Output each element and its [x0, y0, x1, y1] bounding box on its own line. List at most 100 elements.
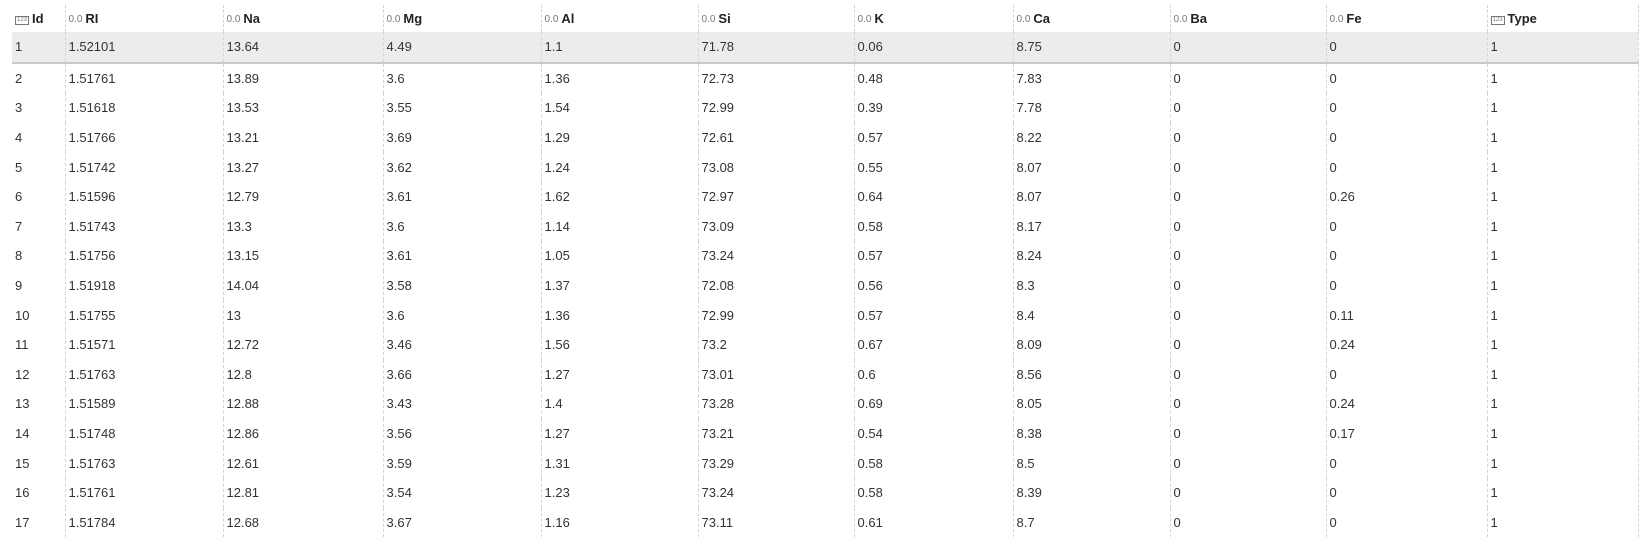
cell-id[interactable]: 10 [12, 300, 66, 330]
cell-id[interactable]: 9 [12, 270, 66, 301]
table-row[interactable]: 6 1.51596 12.79 3.61 1.62 72.97 0.64 8.07 0 0.26 1 [12, 181, 1639, 212]
cell-ri[interactable]: 1.51755 [65, 300, 224, 330]
cell-ba[interactable]: 0 [1170, 152, 1327, 182]
cell-id[interactable]: 13 [12, 389, 66, 419]
cell-mg[interactable]: 3.56 [383, 418, 542, 449]
cell-k[interactable]: 0.48 [854, 62, 1014, 94]
cell-k[interactable]: 0.39 [854, 93, 1014, 123]
cell-mg[interactable]: 3.46 [383, 329, 542, 360]
cell-k[interactable]: 0.69 [854, 389, 1014, 419]
cell-ba[interactable]: 0 [1170, 241, 1327, 271]
cell-mg[interactable]: 3.67 [383, 507, 542, 538]
table-row[interactable]: 14 1.51748 12.86 3.56 1.27 73.21 0.54 8.38 0 0.17… [12, 418, 1639, 449]
cell-fe[interactable]: 0 [1326, 32, 1488, 64]
cell-ri[interactable]: 1.51761 [65, 62, 224, 94]
cell-id[interactable]: 2 [12, 62, 66, 94]
column-header-ca[interactable]: 0.0 Ca [1013, 5, 1171, 32]
cell-si[interactable]: 72.73 [698, 62, 855, 94]
cell-na[interactable]: 13 [223, 300, 384, 330]
cell-ba[interactable]: 0 [1170, 122, 1327, 153]
cell-na[interactable]: 12.72 [223, 329, 384, 360]
cell-fe[interactable]: 0 [1326, 93, 1488, 123]
cell-ri[interactable]: 1.51918 [65, 270, 224, 301]
cell-na[interactable]: 12.61 [223, 448, 384, 478]
cell-fe[interactable]: 0 [1326, 122, 1488, 153]
cell-type[interactable]: 1 [1487, 152, 1639, 182]
cell-ba[interactable]: 0 [1170, 507, 1327, 538]
cell-si[interactable]: 73.2 [698, 329, 855, 360]
cell-al[interactable]: 1.1 [541, 32, 699, 64]
cell-k[interactable]: 0.6 [854, 359, 1014, 390]
cell-k[interactable]: 0.58 [854, 211, 1014, 242]
cell-na[interactable]: 12.88 [223, 389, 384, 419]
cell-id[interactable]: 17 [12, 507, 66, 538]
cell-ba[interactable]: 0 [1170, 62, 1327, 94]
cell-na[interactable]: 13.3 [223, 211, 384, 242]
cell-type[interactable]: 1 [1487, 270, 1639, 301]
table-row[interactable]: 1 1.52101 13.64 4.49 1.1 71.78 0.06 8.75 0 0 1 [12, 32, 1639, 64]
cell-al[interactable]: 1.27 [541, 418, 699, 449]
cell-id[interactable]: 14 [12, 418, 66, 449]
cell-mg[interactable]: 3.58 [383, 270, 542, 301]
cell-fe[interactable]: 0 [1326, 359, 1488, 390]
cell-mg[interactable]: 3.59 [383, 448, 542, 478]
table-row[interactable]: 4 1.51766 13.21 3.69 1.29 72.61 0.57 8.22 0 0 1 [12, 122, 1639, 153]
cell-mg[interactable]: 3.62 [383, 152, 542, 182]
cell-ca[interactable]: 8.05 [1013, 389, 1171, 419]
cell-ba[interactable]: 0 [1170, 329, 1327, 360]
cell-fe[interactable]: 0 [1326, 62, 1488, 94]
cell-al[interactable]: 1.62 [541, 181, 699, 212]
cell-k[interactable]: 0.67 [854, 329, 1014, 360]
cell-al[interactable]: 1.56 [541, 329, 699, 360]
table-row[interactable]: 15 1.51763 12.61 3.59 1.31 73.29 0.58 8.5 0 0 1 [12, 448, 1639, 478]
cell-type[interactable]: 1 [1487, 62, 1639, 94]
cell-ri[interactable]: 1.51763 [65, 359, 224, 390]
cell-ba[interactable]: 0 [1170, 359, 1327, 390]
cell-k[interactable]: 0.06 [854, 32, 1014, 64]
cell-na[interactable]: 14.04 [223, 270, 384, 301]
cell-id[interactable]: 16 [12, 477, 66, 508]
cell-si[interactable]: 72.97 [698, 181, 855, 212]
cell-mg[interactable]: 4.49 [383, 32, 542, 64]
cell-na[interactable]: 12.68 [223, 507, 384, 538]
cell-id[interactable]: 7 [12, 211, 66, 242]
table-row[interactable]: 7 1.51743 13.3 3.6 1.14 73.09 0.58 8.17 0 0 1 [12, 211, 1639, 242]
cell-ca[interactable]: 8.38 [1013, 418, 1171, 449]
cell-si[interactable]: 73.24 [698, 241, 855, 271]
cell-si[interactable]: 72.08 [698, 270, 855, 301]
cell-ca[interactable]: 8.39 [1013, 477, 1171, 508]
cell-ba[interactable]: 0 [1170, 418, 1327, 449]
cell-al[interactable]: 1.36 [541, 300, 699, 330]
table-row[interactable]: 2 1.51761 13.89 3.6 1.36 72.73 0.48 7.83 0 0 1 [12, 62, 1639, 94]
cell-si[interactable]: 72.61 [698, 122, 855, 153]
cell-type[interactable]: 1 [1487, 181, 1639, 212]
cell-type[interactable]: 1 [1487, 211, 1639, 242]
column-header-type[interactable]: 123 Type [1487, 5, 1639, 32]
cell-mg[interactable]: 3.66 [383, 359, 542, 390]
cell-k[interactable]: 0.58 [854, 448, 1014, 478]
cell-fe[interactable]: 0.24 [1326, 329, 1488, 360]
cell-ba[interactable]: 0 [1170, 270, 1327, 301]
cell-ri[interactable]: 1.51743 [65, 211, 224, 242]
cell-id[interactable]: 15 [12, 448, 66, 478]
cell-type[interactable]: 1 [1487, 477, 1639, 508]
cell-si[interactable]: 73.08 [698, 152, 855, 182]
cell-mg[interactable]: 3.6 [383, 211, 542, 242]
cell-ca[interactable]: 8.24 [1013, 241, 1171, 271]
table-row[interactable]: 13 1.51589 12.88 3.43 1.4 73.28 0.69 8.05 0 0.24 1 [12, 389, 1639, 419]
cell-na[interactable]: 13.53 [223, 93, 384, 123]
cell-fe[interactable]: 0 [1326, 211, 1488, 242]
cell-type[interactable]: 1 [1487, 359, 1639, 390]
cell-mg[interactable]: 3.43 [383, 389, 542, 419]
cell-ca[interactable]: 8.3 [1013, 270, 1171, 301]
cell-ca[interactable]: 8.75 [1013, 32, 1171, 64]
cell-ba[interactable]: 0 [1170, 211, 1327, 242]
cell-ba[interactable]: 0 [1170, 32, 1327, 64]
column-header-ri[interactable]: 0.0 RI [65, 5, 224, 32]
cell-type[interactable]: 1 [1487, 448, 1639, 478]
cell-ri[interactable]: 1.51742 [65, 152, 224, 182]
cell-ri[interactable]: 1.51756 [65, 241, 224, 271]
cell-ba[interactable]: 0 [1170, 300, 1327, 330]
cell-type[interactable]: 1 [1487, 300, 1639, 330]
cell-fe[interactable]: 0.26 [1326, 181, 1488, 212]
